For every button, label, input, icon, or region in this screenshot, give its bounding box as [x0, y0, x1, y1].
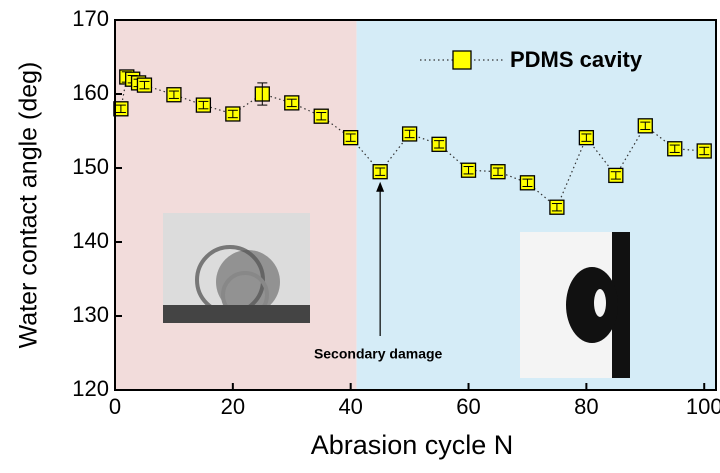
- y-tick-label: 130: [72, 302, 109, 327]
- error-bar: [463, 166, 474, 175]
- insets: [163, 213, 630, 378]
- error-bar: [168, 90, 179, 99]
- inset-surface: [163, 305, 310, 323]
- inset-drop: [216, 250, 280, 314]
- x-axis-label: Abrasion cycle N: [311, 430, 514, 460]
- y-tick-label: 160: [72, 80, 109, 105]
- error-bar: [139, 80, 150, 90]
- error-bar: [404, 129, 415, 139]
- plot-frame: [114, 19, 717, 391]
- x-tick-label: 80: [574, 394, 598, 419]
- error-bar: [581, 133, 592, 142]
- error-bar: [551, 203, 562, 212]
- error-bar: [492, 167, 503, 176]
- annotation: Secondary damage: [314, 346, 443, 362]
- error-bar: [345, 133, 356, 142]
- y-axis-label: Water contact angle (deg): [15, 62, 43, 349]
- bands: [115, 20, 716, 390]
- error-bar: [375, 167, 386, 176]
- error-bar: [640, 121, 651, 131]
- x-tick-label: 0: [109, 394, 121, 419]
- error-bar: [227, 109, 238, 119]
- annotation-arrowhead: [376, 181, 385, 192]
- legend-label: PDMS cavity: [510, 47, 643, 72]
- legend-marker: [452, 50, 472, 70]
- error-bar: [257, 82, 268, 106]
- error-bar: [198, 100, 209, 110]
- error-bar: [434, 140, 445, 149]
- error-bar: [316, 112, 327, 121]
- background-band: [115, 20, 357, 390]
- plot: [113, 69, 712, 215]
- y-tick-label: 140: [72, 228, 109, 253]
- y-tick-label: 170: [72, 6, 109, 31]
- inset-surface: [612, 232, 630, 378]
- inset-drop: [566, 267, 618, 343]
- x-tick-label: 100: [686, 394, 720, 419]
- error-bar: [522, 178, 533, 187]
- error-bar: [699, 146, 710, 156]
- inset-drop-highlight: [594, 289, 606, 317]
- x-tick-label: 40: [338, 394, 362, 419]
- x-tick-label: 60: [456, 394, 480, 419]
- x-tick-label: 20: [221, 394, 245, 419]
- error-bar: [669, 144, 680, 153]
- error-bar: [115, 104, 126, 113]
- y-tick-label: 150: [72, 154, 109, 179]
- y-tick-label: 120: [72, 376, 109, 401]
- error-bar: [610, 171, 621, 180]
- error-bar: [286, 98, 297, 108]
